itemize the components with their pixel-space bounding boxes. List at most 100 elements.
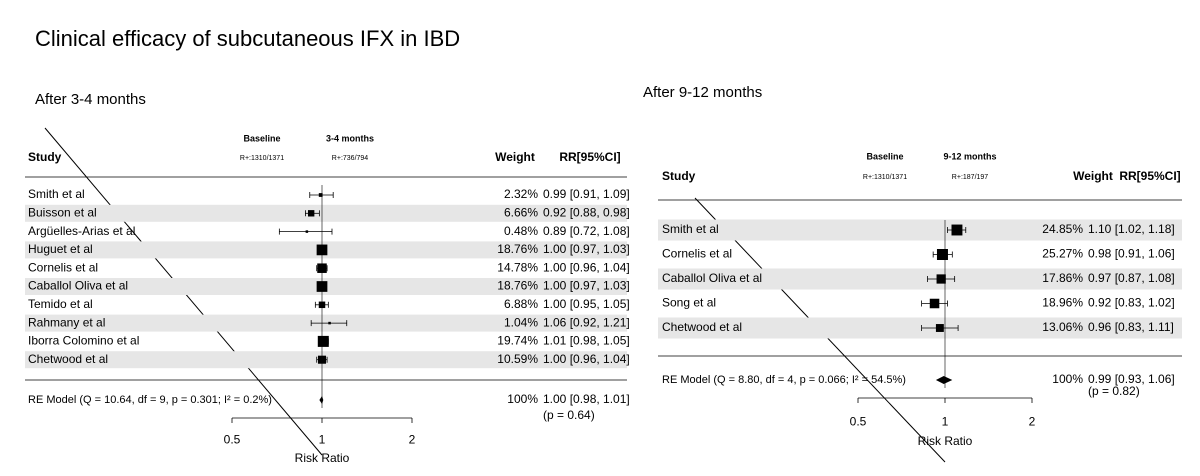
model-weight: 100% bbox=[507, 392, 538, 406]
header-study: Study bbox=[28, 150, 62, 164]
weight-label: 6.88% bbox=[504, 297, 538, 311]
estimate-label: 1.10 [1.02, 1.18] bbox=[1088, 222, 1175, 236]
chart-title: After 3-4 months bbox=[35, 91, 146, 108]
header-group-n: R+:187/197 bbox=[952, 174, 988, 181]
header-study: Study bbox=[662, 169, 696, 183]
estimate-label: 0.89 [0.72, 1.08] bbox=[543, 224, 630, 238]
row-shade bbox=[658, 317, 1182, 339]
header-group: 9-12 months bbox=[943, 151, 996, 161]
estimate-label: 1.06 [0.92, 1.21] bbox=[543, 315, 630, 329]
model-diamond bbox=[935, 376, 953, 384]
weight-label: 24.85% bbox=[1042, 222, 1083, 236]
weight-label: 1.04% bbox=[504, 315, 538, 329]
study-label: Argüelles-Arias et al bbox=[28, 224, 135, 238]
estimate-box bbox=[318, 301, 326, 309]
study-label: Huguet et al bbox=[28, 242, 93, 256]
model-label: RE Model (Q = 10.64, df = 9, p = 0.301; … bbox=[28, 394, 272, 406]
study-label: Cornelis et al bbox=[662, 247, 732, 261]
model-label: RE Model (Q = 8.80, df = 4, p = 0.066; I… bbox=[662, 374, 906, 386]
study-label: Song et al bbox=[662, 296, 716, 310]
weight-label: 18.76% bbox=[497, 279, 538, 293]
estimate-box bbox=[307, 210, 315, 217]
study-label: Cornelis et al bbox=[28, 260, 98, 274]
estimate-box bbox=[929, 298, 940, 309]
model-weight: 100% bbox=[1052, 372, 1083, 386]
estimate-label: 1.01 [0.98, 1.05] bbox=[543, 334, 630, 348]
estimate-box bbox=[936, 249, 948, 260]
study-label: Chetwood et al bbox=[662, 320, 742, 334]
estimate-label: 0.97 [0.87, 1.08] bbox=[1088, 271, 1175, 285]
estimate-box bbox=[317, 355, 327, 364]
header-group: 3-4 months bbox=[326, 133, 374, 143]
study-label: Smith et al bbox=[28, 187, 85, 201]
model-estimate: 0.99 [0.93, 1.06] bbox=[1088, 372, 1175, 386]
estimate-box bbox=[318, 193, 323, 197]
header-group: Baseline bbox=[243, 133, 280, 143]
study-label: Caballol Oliva et al bbox=[662, 271, 762, 285]
x-tick-label: 1 bbox=[942, 414, 949, 428]
header-estimate: RR[95%CI] bbox=[559, 150, 620, 164]
estimate-label: 1.00 [0.97, 1.03] bbox=[543, 279, 630, 293]
header-group: Baseline bbox=[866, 151, 903, 161]
estimate-label: 1.00 [0.96, 1.04] bbox=[543, 352, 630, 366]
weight-label: 14.78% bbox=[497, 260, 538, 274]
estimate-label: 0.92 [0.83, 1.02] bbox=[1088, 296, 1175, 310]
estimate-label: 1.00 [0.96, 1.04] bbox=[543, 260, 630, 274]
weight-label: 13.06% bbox=[1042, 320, 1083, 334]
study-label: Iborra Colomino et al bbox=[28, 334, 139, 348]
weight-label: 17.86% bbox=[1042, 271, 1083, 285]
row-shade bbox=[658, 268, 1182, 290]
study-label: Smith et al bbox=[662, 222, 719, 236]
weight-label: 10.59% bbox=[497, 352, 538, 366]
estimate-box bbox=[317, 335, 329, 347]
study-label: Rahmany et al bbox=[28, 315, 105, 329]
page-title: Clinical efficacy of subcutaneous IFX in… bbox=[35, 26, 460, 51]
estimate-label: 1.00 [0.95, 1.05] bbox=[543, 297, 630, 311]
weight-label: 18.96% bbox=[1042, 296, 1083, 310]
x-tick-label: 1 bbox=[319, 433, 326, 447]
model-p: (p = 0.64) bbox=[543, 408, 595, 422]
weight-label: 25.27% bbox=[1042, 247, 1083, 261]
x-axis-label: Risk Ratio bbox=[295, 451, 350, 465]
weight-label: 0.48% bbox=[504, 224, 538, 238]
header-group-n: R+:1310/1371 bbox=[240, 155, 284, 162]
weight-label: 18.76% bbox=[497, 242, 538, 256]
estimate-label: 0.96 [0.83, 1.11] bbox=[1088, 320, 1174, 334]
x-tick-label: 0.5 bbox=[224, 433, 241, 447]
row-shade bbox=[658, 219, 1182, 241]
header-group-n: R+:1310/1371 bbox=[863, 174, 907, 181]
header-group-n: R+:736/794 bbox=[332, 155, 368, 162]
header-weight: Weight bbox=[1073, 169, 1113, 183]
estimate-box bbox=[305, 230, 309, 233]
x-tick-label: 0.5 bbox=[850, 414, 867, 428]
estimate-label: 1.00 [0.97, 1.03] bbox=[543, 242, 630, 256]
estimate-label: 0.99 [0.91, 1.09] bbox=[543, 187, 630, 201]
weight-label: 6.66% bbox=[504, 205, 538, 219]
row-shade bbox=[25, 204, 627, 222]
header-weight: Weight bbox=[495, 150, 535, 164]
model-p: (p = 0.82) bbox=[1088, 384, 1140, 398]
header-estimate: RR[95%CI] bbox=[1119, 169, 1180, 183]
x-tick-label: 2 bbox=[409, 433, 416, 447]
model-estimate: 1.00 [0.98, 1.01] bbox=[543, 392, 630, 406]
study-label: Temido et al bbox=[28, 297, 93, 311]
estimate-label: 0.98 [0.91, 1.06] bbox=[1088, 247, 1175, 261]
weight-label: 19.74% bbox=[497, 334, 538, 348]
estimate-box bbox=[328, 321, 331, 325]
study-label: Chetwood et al bbox=[28, 352, 108, 366]
estimate-box bbox=[317, 263, 327, 273]
study-label: Caballol Oliva et al bbox=[28, 279, 128, 293]
chart-title: After 9-12 months bbox=[643, 84, 762, 101]
estimate-box bbox=[316, 244, 328, 256]
study-label: Buisson et al bbox=[28, 205, 97, 219]
estimate-label: 0.92 [0.88, 0.98] bbox=[543, 205, 630, 219]
weight-label: 2.32% bbox=[504, 187, 538, 201]
x-axis-label: Risk Ratio bbox=[918, 434, 973, 448]
estimate-box bbox=[935, 324, 944, 332]
estimate-box bbox=[951, 224, 963, 236]
x-tick-label: 2 bbox=[1029, 414, 1036, 428]
estimate-box bbox=[936, 274, 946, 284]
estimate-box bbox=[316, 281, 328, 292]
model-diamond bbox=[319, 396, 324, 404]
